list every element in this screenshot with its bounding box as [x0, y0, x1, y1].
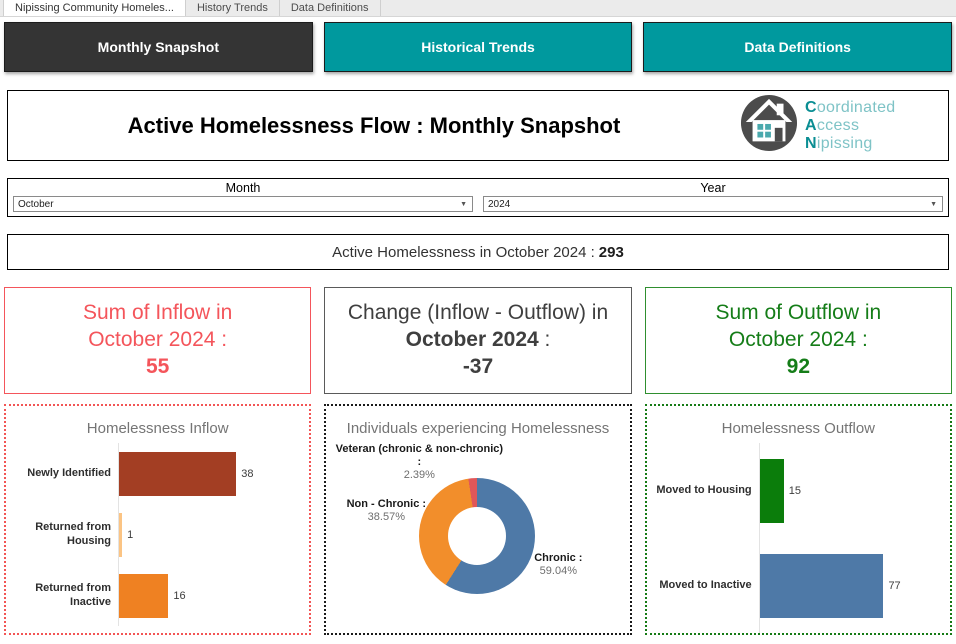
kpi-change-line1: Change (Inflow - Outflow) in	[347, 301, 609, 325]
kpi-row: Sum of Inflow in October 2024 : 55 Chang…	[4, 287, 952, 394]
donut-label-non-chronic: Non - Chronic : 38.57%	[346, 498, 427, 524]
bar-value-label: 77	[888, 579, 901, 592]
bar-row: Newly Identified 38	[6, 443, 303, 504]
nav-button-monthly-snapshot[interactable]: Monthly Snapshot	[4, 22, 313, 72]
bar-value-label: 16	[173, 589, 186, 602]
bar-row: Returned from Inactive 16	[6, 565, 303, 626]
bar-value-label: 1	[127, 528, 134, 541]
kpi-change-value: -37	[462, 354, 494, 378]
kpi-change-line2: October 2024 :	[405, 328, 551, 352]
bar-category-label: Newly Identified	[27, 466, 111, 479]
kpi-inflow-card: Sum of Inflow in October 2024 : 55	[4, 287, 312, 394]
year-filter-label: Year	[700, 181, 726, 195]
month-filter-label: Month	[225, 181, 261, 195]
outflow-bar-chart: Moved to Housing 15 Moved to Inactive 77	[647, 443, 950, 633]
month-select[interactable]: October ▼	[13, 196, 473, 212]
logo-line-nipissing: Nipissing	[805, 134, 873, 152]
donut-label-chronic: Chronic : 59.04%	[534, 552, 583, 578]
summary-value: 293	[598, 243, 624, 261]
page-title: Active Homelessness Flow : Monthly Snaps…	[127, 112, 621, 138]
outflow-chart-panel: Homelessness Outflow Moved to Housing 15 M…	[644, 404, 952, 635]
house-logo-icon	[740, 94, 798, 157]
homelessness-donut-panel: Individuals experiencing Homelessness Ve…	[324, 404, 632, 635]
inflow-chart-title: Homelessness Inflow	[86, 420, 229, 437]
sheet-tab-history-trends[interactable]: History Trends	[186, 0, 280, 16]
logo-line-access: Access	[805, 116, 860, 134]
kpi-inflow-value: 55	[145, 354, 170, 378]
coordinated-access-nipissing-logo: Coordinated Access Nipissing	[740, 94, 948, 157]
bar-value-label: 15	[788, 484, 802, 497]
bar-track: 38	[118, 443, 303, 504]
header: Active Homelessness Flow : Monthly Snaps…	[7, 90, 949, 161]
bar[interactable]	[119, 451, 237, 496]
kpi-outflow-value: 92	[786, 354, 810, 378]
active-homelessness-banner: Active Homelessness in October 2024 : 29…	[7, 234, 949, 270]
kpi-outflow-line1: Sum of Outflow in	[715, 301, 882, 325]
year-select-value: 2024	[488, 198, 511, 210]
bar-row: Moved to Housing 15	[647, 443, 944, 538]
bar[interactable]	[759, 553, 884, 618]
kpi-inflow-line1: Sum of Inflow in	[82, 301, 233, 325]
nav-button-historical-trends[interactable]: Historical Trends	[323, 22, 633, 72]
bar-category-label: Returned from Inactive	[35, 581, 111, 608]
bar-category-label: Moved to Inactive	[659, 578, 752, 591]
outflow-chart-title: Homelessness Outflow	[721, 420, 876, 437]
kpi-inflow-line2: October 2024 :	[88, 328, 228, 352]
nav-button-data-definitions[interactable]: Data Definitions	[643, 22, 953, 72]
bar-track: 15	[758, 443, 944, 538]
bar-track: 77	[758, 538, 944, 633]
kpi-change-card: Change (Inflow - Outflow) in October 202…	[324, 287, 632, 394]
month-select-value: October	[18, 198, 54, 210]
inflow-bar-chart: Newly Identified 38 Returned from Housing 1…	[6, 443, 309, 626]
bar[interactable]	[759, 458, 784, 523]
summary-text: Active Homelessness in October 2024 :	[332, 243, 595, 261]
bar-category-label: Returned from Housing	[35, 520, 111, 547]
bar-value-label: 38	[241, 467, 254, 480]
year-select[interactable]: 2024 ▼	[483, 196, 943, 212]
chevron-down-icon: ▼	[930, 200, 937, 208]
bar-category-label: Moved to Housing	[656, 483, 752, 496]
bar[interactable]	[119, 573, 169, 618]
chevron-down-icon: ▼	[460, 200, 467, 208]
bar-track: 1	[118, 504, 303, 565]
logo-line-coordinated: Coordinated	[805, 98, 896, 116]
month-filter: Month October ▼	[8, 179, 478, 216]
sheet-tab-strip: Nipissing Community Homeles... History T…	[0, 0, 956, 17]
bar[interactable]	[119, 512, 123, 557]
bar-row: Moved to Inactive 77	[647, 538, 944, 633]
nav-button-row: Monthly Snapshot Historical Trends Data …	[0, 17, 956, 72]
donut-chart[interactable]	[419, 478, 536, 594]
filter-bar: Month October ▼ Year 2024 ▼	[7, 178, 949, 217]
donut-chart-title: Individuals experiencing Homelessness	[346, 420, 610, 437]
donut-label-veteran: Veteran (chronic & non-chronic) : 2.39%	[335, 443, 504, 482]
sheet-tab-monthly-snapshot[interactable]: Nipissing Community Homeles...	[3, 0, 186, 16]
year-filter: Year 2024 ▼	[478, 179, 948, 216]
sheet-tab-data-definitions[interactable]: Data Definitions	[280, 0, 381, 16]
kpi-outflow-card: Sum of Outflow in October 2024 : 92	[644, 287, 952, 394]
bar-row: Returned from Housing 1	[6, 504, 303, 565]
kpi-outflow-line2: October 2024 :	[728, 328, 868, 352]
inflow-chart-panel: Homelessness Inflow Newly Identified 38 Re…	[4, 404, 312, 635]
charts-row: Homelessness Inflow Newly Identified 38 Re…	[4, 404, 952, 635]
bar-track: 16	[118, 565, 303, 626]
